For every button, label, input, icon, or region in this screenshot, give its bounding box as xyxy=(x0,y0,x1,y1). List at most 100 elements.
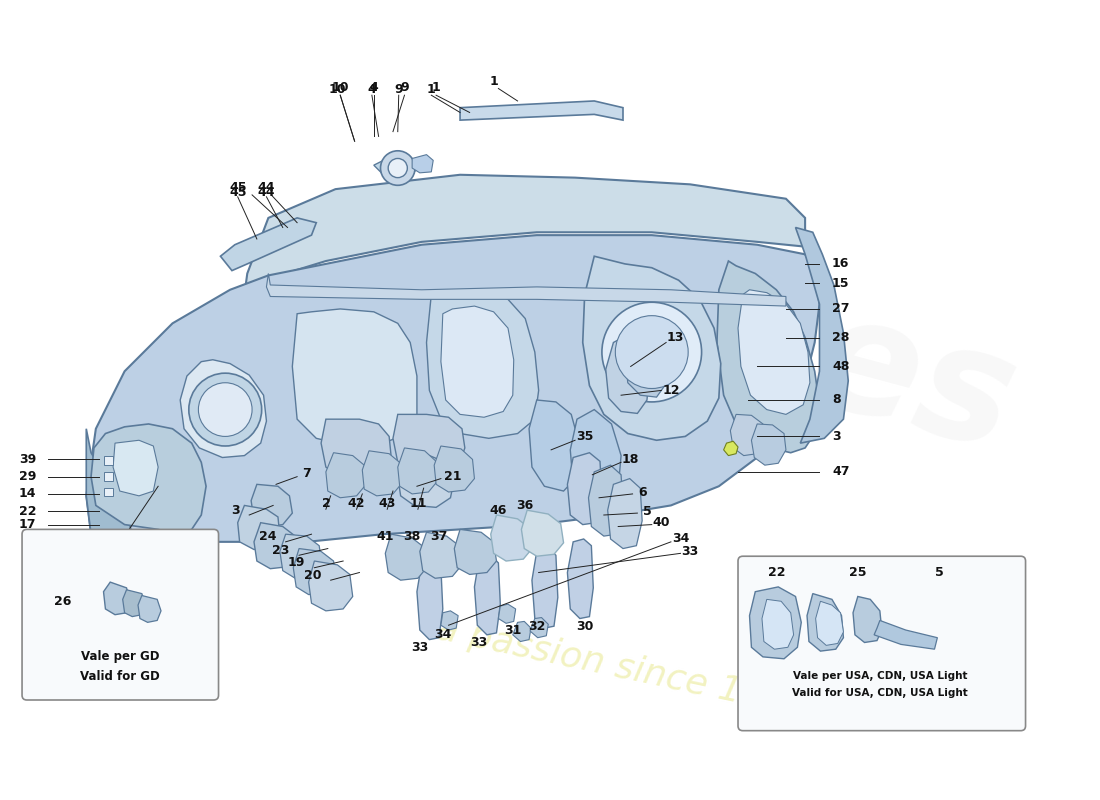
Polygon shape xyxy=(309,561,353,611)
Polygon shape xyxy=(583,256,720,440)
Polygon shape xyxy=(491,515,532,561)
Text: 47: 47 xyxy=(832,466,849,478)
Text: 31: 31 xyxy=(504,623,521,637)
Polygon shape xyxy=(374,155,417,178)
Polygon shape xyxy=(724,442,738,455)
Text: 12: 12 xyxy=(662,384,680,397)
Polygon shape xyxy=(220,218,317,270)
Text: 30: 30 xyxy=(576,620,593,633)
Text: 7: 7 xyxy=(302,467,311,480)
Polygon shape xyxy=(251,484,293,526)
Polygon shape xyxy=(86,429,134,542)
Polygon shape xyxy=(529,400,580,491)
Polygon shape xyxy=(460,101,623,120)
Polygon shape xyxy=(607,478,642,549)
Polygon shape xyxy=(730,414,764,455)
Text: 35: 35 xyxy=(576,430,593,443)
Text: 29: 29 xyxy=(19,470,36,483)
Text: 36: 36 xyxy=(517,499,534,512)
Polygon shape xyxy=(530,618,548,638)
Polygon shape xyxy=(751,424,785,465)
Text: 26: 26 xyxy=(54,594,72,608)
Polygon shape xyxy=(138,595,161,622)
Polygon shape xyxy=(103,488,113,496)
Polygon shape xyxy=(606,335,650,414)
Polygon shape xyxy=(385,534,428,580)
Text: 6: 6 xyxy=(638,486,647,498)
Text: 44: 44 xyxy=(257,186,275,198)
Text: 34: 34 xyxy=(434,628,451,642)
Text: 2: 2 xyxy=(321,497,330,510)
Polygon shape xyxy=(113,440,158,496)
Text: 20: 20 xyxy=(304,569,321,582)
Text: 41: 41 xyxy=(376,530,394,542)
Text: 22: 22 xyxy=(19,505,36,518)
Text: 15: 15 xyxy=(832,277,849,290)
Polygon shape xyxy=(180,360,266,458)
Text: 34: 34 xyxy=(672,533,690,546)
Circle shape xyxy=(388,158,407,178)
Polygon shape xyxy=(254,522,297,569)
Text: 8: 8 xyxy=(832,394,840,406)
Text: 13: 13 xyxy=(667,331,684,344)
Polygon shape xyxy=(521,510,563,556)
Text: 39: 39 xyxy=(19,453,36,466)
Circle shape xyxy=(615,316,689,389)
Polygon shape xyxy=(762,599,793,649)
Text: 4: 4 xyxy=(370,81,378,94)
Polygon shape xyxy=(568,453,602,525)
Text: 5: 5 xyxy=(642,505,651,518)
Text: 9: 9 xyxy=(395,83,403,96)
Text: Valid for USA, CDN, USA Light: Valid for USA, CDN, USA Light xyxy=(792,688,968,698)
Text: 17: 17 xyxy=(19,518,36,531)
Polygon shape xyxy=(326,453,366,498)
Polygon shape xyxy=(441,306,514,418)
Text: 19: 19 xyxy=(287,557,305,570)
Polygon shape xyxy=(362,450,403,496)
Polygon shape xyxy=(393,414,465,477)
Polygon shape xyxy=(513,622,531,642)
Polygon shape xyxy=(244,174,805,294)
Polygon shape xyxy=(417,561,443,640)
Polygon shape xyxy=(434,446,474,492)
Text: 11: 11 xyxy=(409,497,427,510)
Polygon shape xyxy=(795,227,848,443)
Text: 23: 23 xyxy=(272,544,289,557)
Polygon shape xyxy=(293,309,417,446)
Polygon shape xyxy=(398,448,438,494)
Polygon shape xyxy=(103,472,113,482)
Text: Valid for GD: Valid for GD xyxy=(80,670,160,682)
Text: Vale per GD: Vale per GD xyxy=(80,650,160,663)
Text: 25: 25 xyxy=(849,566,867,579)
Text: eforces: eforces xyxy=(349,162,1031,484)
Polygon shape xyxy=(321,419,392,478)
Polygon shape xyxy=(815,602,844,646)
Text: 44: 44 xyxy=(257,181,275,194)
Polygon shape xyxy=(454,530,496,574)
Text: Vale per USA, CDN, USA Light: Vale per USA, CDN, USA Light xyxy=(793,671,967,681)
Text: 3: 3 xyxy=(832,430,840,443)
Polygon shape xyxy=(238,506,279,550)
Polygon shape xyxy=(588,465,623,536)
Polygon shape xyxy=(266,274,785,306)
Polygon shape xyxy=(474,555,500,635)
Text: 3: 3 xyxy=(231,504,240,517)
Text: 33: 33 xyxy=(682,545,698,558)
Text: 24: 24 xyxy=(258,530,276,542)
Polygon shape xyxy=(852,597,882,642)
Polygon shape xyxy=(91,424,206,534)
Text: 21: 21 xyxy=(443,470,461,483)
Polygon shape xyxy=(427,290,539,438)
Polygon shape xyxy=(279,534,322,578)
Text: 22: 22 xyxy=(768,566,785,579)
Polygon shape xyxy=(294,549,337,594)
Circle shape xyxy=(381,151,415,186)
Polygon shape xyxy=(749,587,801,658)
Text: 45: 45 xyxy=(229,186,246,198)
Text: 33: 33 xyxy=(411,641,428,654)
Polygon shape xyxy=(123,590,145,617)
Polygon shape xyxy=(498,604,516,623)
Polygon shape xyxy=(738,290,810,414)
Text: 46: 46 xyxy=(490,504,507,517)
Circle shape xyxy=(602,302,702,402)
